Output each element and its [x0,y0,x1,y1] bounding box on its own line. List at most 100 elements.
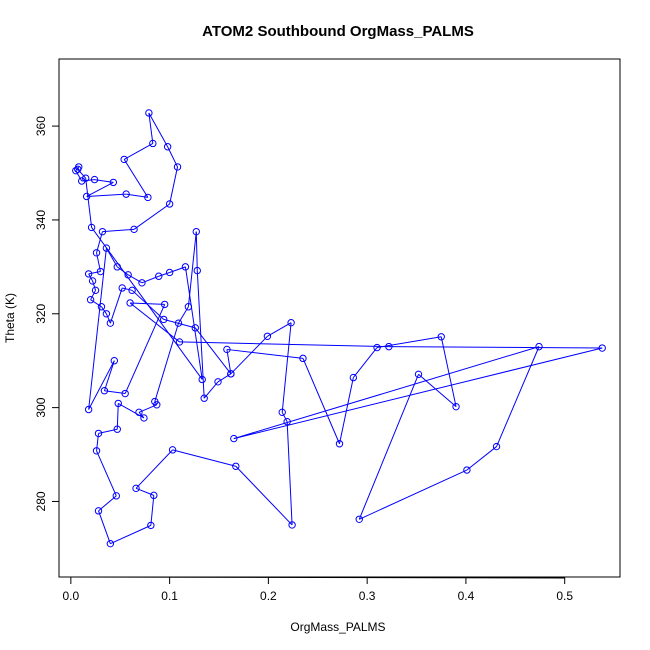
data-point [184,303,193,311]
data-point [335,440,344,448]
series-points [72,109,606,548]
series-segment [281,322,292,413]
x-tick-label: 0.3 [359,589,376,603]
x-tick-label: 0.0 [63,589,80,603]
data-point [153,401,161,409]
data-point [98,227,107,236]
data-point [535,342,543,351]
y-axis: 280 300 320 340 360 [34,116,59,511]
series-segment [440,336,457,407]
data-point [181,263,190,271]
series-segment [88,360,115,410]
data-point [175,338,184,346]
series-segment [169,166,179,205]
x-axis-label: OrgMass_PALMS [290,620,385,634]
data-point [193,266,201,275]
data-point [198,375,206,384]
data-point [147,521,155,530]
series-segment [116,403,119,430]
data-point [124,271,132,279]
series-segment [148,112,154,144]
series-segment [376,336,442,349]
data-point [102,310,111,318]
series-segment [226,349,232,374]
data-point [174,319,183,327]
data-point [355,515,363,523]
data-point [100,387,109,395]
series-segment [233,346,540,440]
data-point [135,408,143,417]
data-point [163,143,172,151]
series-segment [179,341,389,348]
data-point [149,139,157,148]
data-point [86,296,95,304]
data-point [72,166,80,175]
data-point [109,178,118,187]
series-segment [98,510,111,544]
series-segment [418,373,457,408]
series-lines [75,112,603,545]
data-point [165,200,174,208]
series-segment [226,348,304,359]
data-point [192,227,200,236]
data-point [102,244,111,252]
series-segment [196,270,205,399]
data-point [145,109,153,117]
y-tick-label: 280 [34,491,48,511]
chart-title: ATOM2 Southbound OrgMass_PALMS [202,23,474,40]
series-segment [163,318,196,329]
y-tick-label: 300 [34,397,48,417]
data-point [96,267,105,276]
series-segment [103,360,115,391]
data-point [84,270,93,278]
data-point [121,389,129,398]
y-tick-label: 360 [34,116,48,136]
data-point [598,344,606,352]
data-point [84,405,93,414]
series-segment [75,166,80,171]
data-point [165,268,174,277]
data-point [110,356,119,365]
series-segment [184,266,203,380]
x-tick-label: 0.5 [556,589,573,603]
series-segment [154,323,179,402]
data-point [278,408,286,417]
data-point [113,263,121,271]
data-point [385,342,393,351]
series-segment [96,450,117,497]
data-point [299,354,307,363]
series-segment [101,306,107,315]
data-point [288,521,296,529]
data-point [492,442,501,451]
data-point [81,174,90,182]
data-point [132,484,140,493]
series-segment [352,347,378,378]
plot-frame [58,58,621,578]
data-point [138,279,146,287]
series-segment [267,322,292,337]
data-point [126,299,134,307]
data-point [92,249,101,257]
series-segment [102,228,135,233]
series-segment [388,346,603,349]
series-segment [91,227,203,380]
data-point [97,303,106,311]
series-segment [129,302,180,343]
series-segment [281,412,288,422]
data-point [87,223,96,232]
data-point [349,373,358,382]
data-point [120,155,128,164]
data-point [112,492,120,500]
series-segment [109,287,123,324]
series-segment [235,465,293,526]
data-point [106,319,115,327]
data-point [159,315,168,324]
series-segment [88,248,107,410]
data-point [113,425,121,433]
series-segment [105,313,111,324]
series-segment [358,374,419,520]
series-segment [85,178,93,228]
series-segment [88,271,101,275]
series-segment [86,181,114,197]
series-segment [110,524,152,545]
